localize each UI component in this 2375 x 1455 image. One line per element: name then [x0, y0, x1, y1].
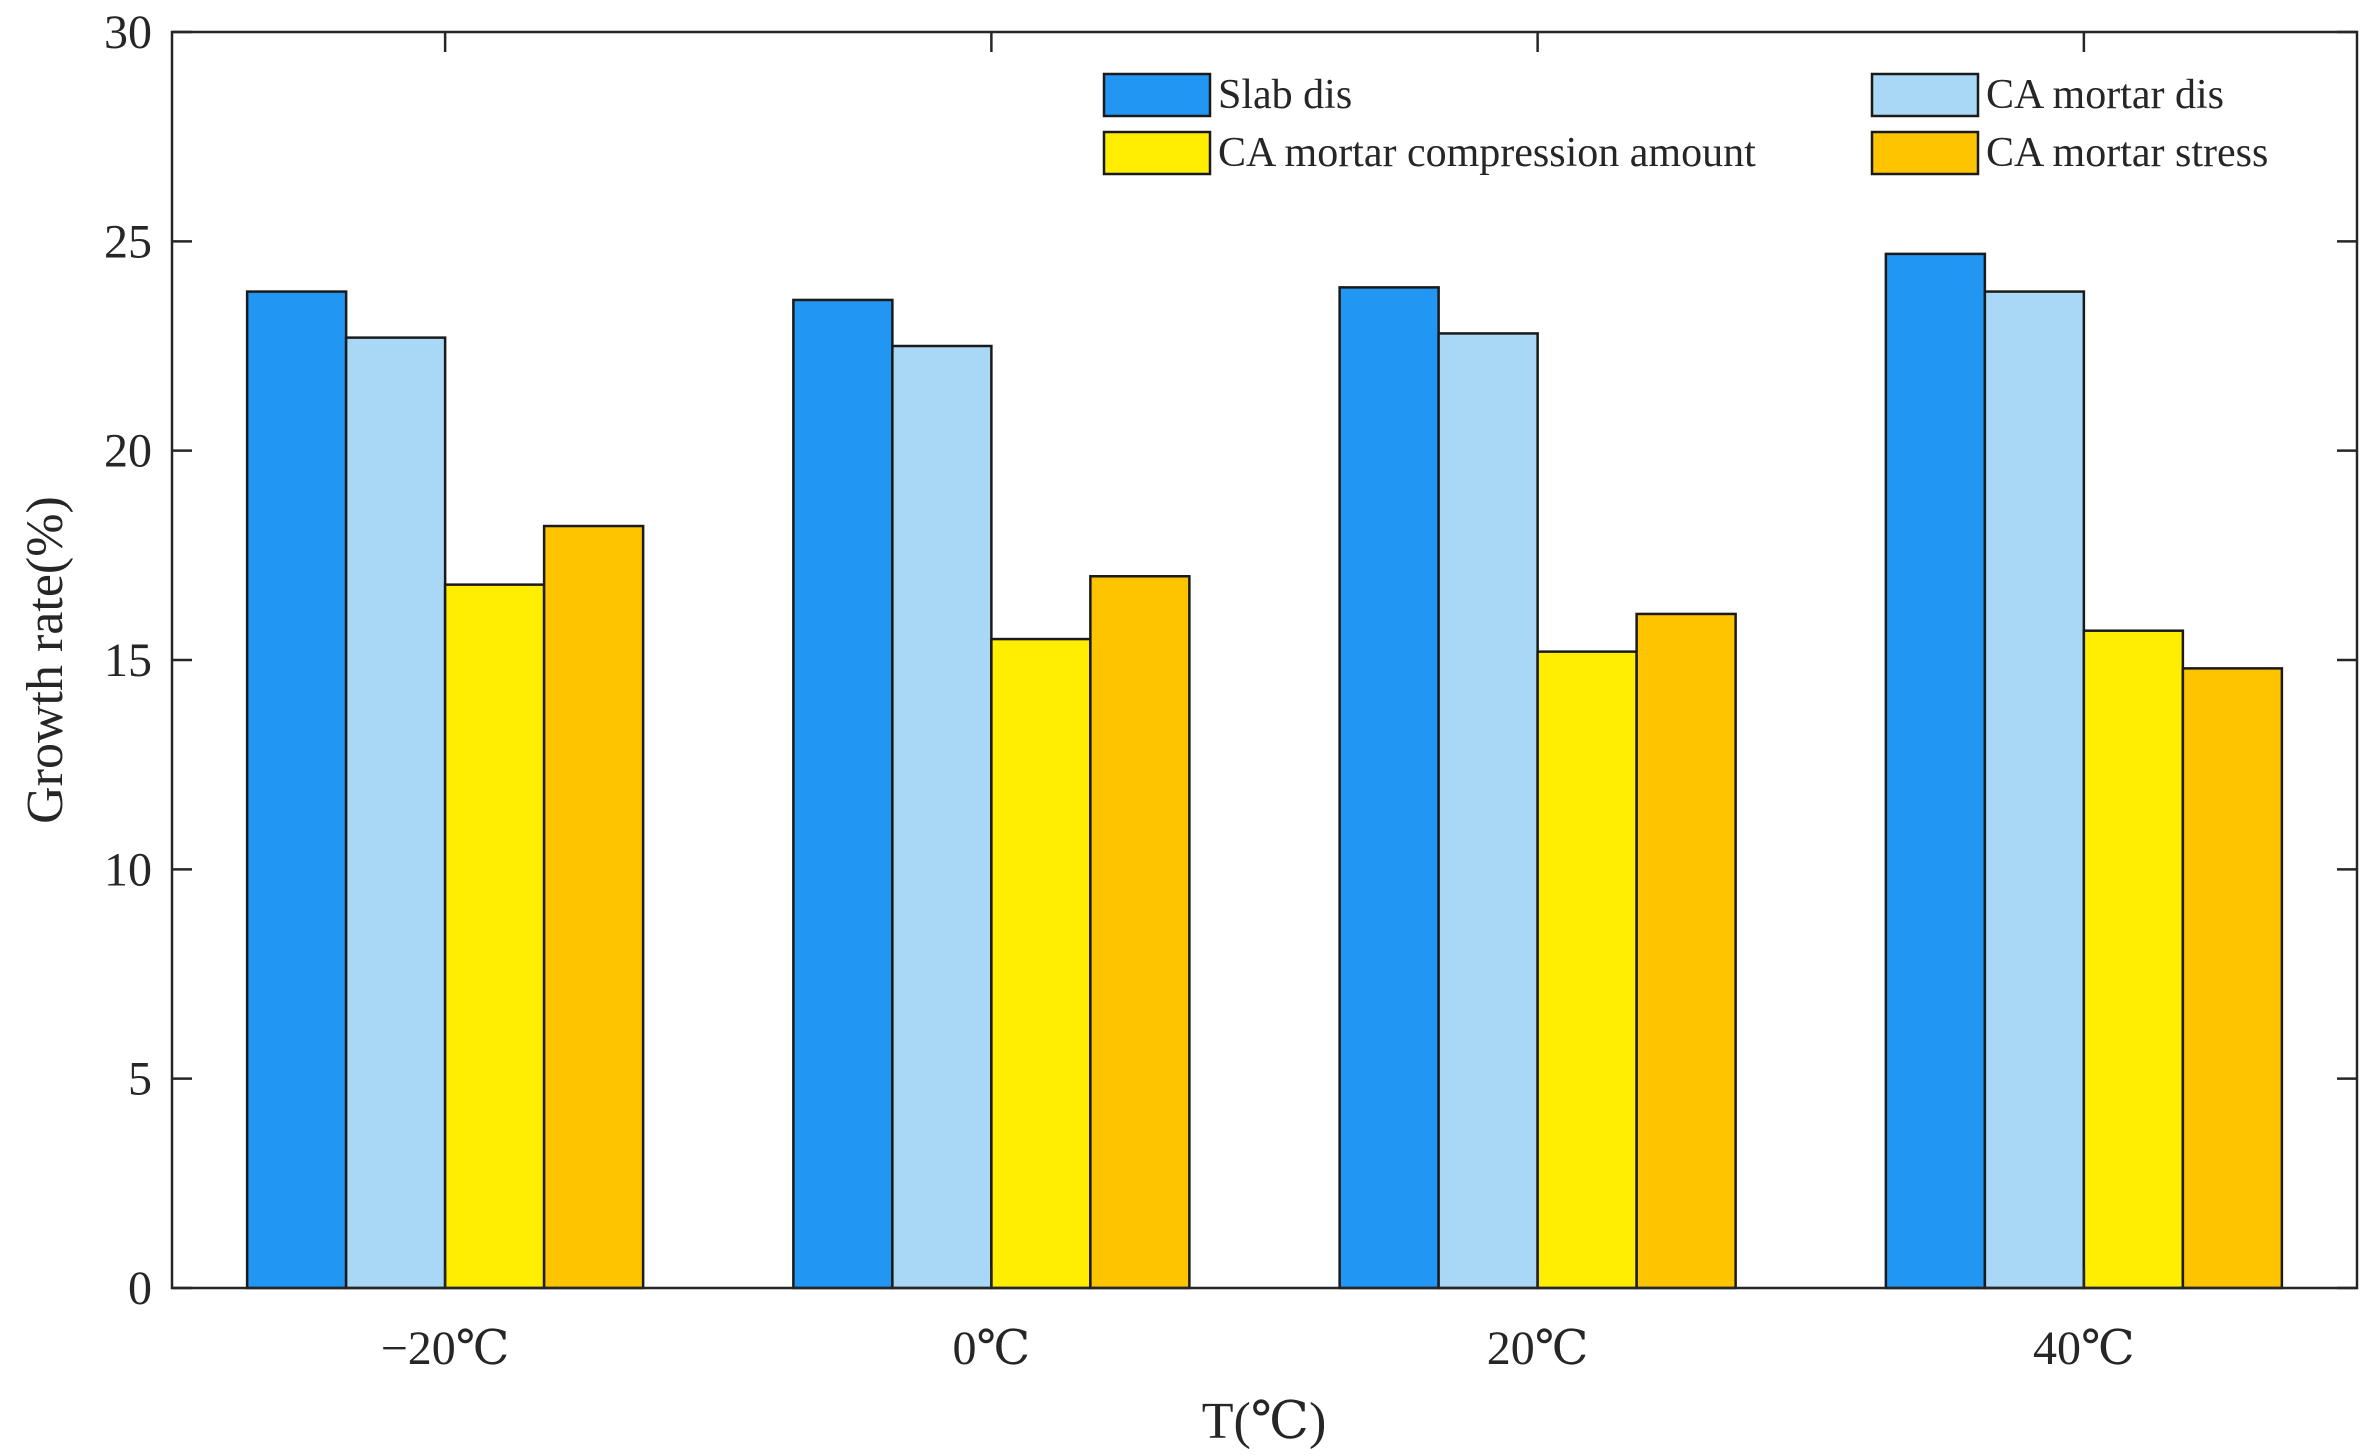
y-tick-label: 30	[104, 6, 152, 59]
bar-2-3	[1437, 332, 1539, 1290]
y-tick-label: 0	[128, 1262, 152, 1315]
y-tick-label: 20	[104, 425, 152, 478]
y-tick-label: 10	[104, 843, 152, 896]
bar-4-2	[1089, 575, 1191, 1290]
bar-3-1	[443, 583, 546, 1290]
bar-1-3	[1338, 286, 1440, 1290]
bar-1-1	[245, 290, 348, 1290]
legend-label-3: CA mortar compression amount	[1218, 130, 1756, 176]
x-axis-label: T(℃)	[1202, 1393, 1327, 1450]
legend: Slab dis CA mortar dis CA mortar compressi…	[1102, 72, 2268, 176]
y-tick-label: 5	[128, 1053, 152, 1106]
bar-2-4	[1983, 290, 2086, 1290]
legend-label-2: CA mortar dis	[1986, 72, 2224, 118]
y-tick-label: 15	[104, 634, 152, 687]
bar-4-1	[542, 524, 645, 1290]
x-tick-label: 40℃	[2033, 1322, 2135, 1375]
bar-1-2	[792, 298, 894, 1290]
x-tick-label: 20℃	[1487, 1322, 1589, 1375]
x-tick-label: −20℃	[381, 1322, 510, 1375]
bar-3-4	[2082, 629, 2185, 1290]
bar-2-2	[891, 344, 993, 1290]
legend-swatch-1	[1102, 72, 1212, 118]
bar-4-3	[1635, 612, 1737, 1290]
bar-2-1	[344, 336, 447, 1290]
bar-3-2	[990, 637, 1092, 1290]
x-tick-label: 0℃	[953, 1322, 1031, 1375]
legend-swatch-4	[1870, 130, 1980, 176]
bar-3-3	[1536, 650, 1638, 1290]
ticks-layer: 0 5 10 15 20 25 30 −20℃ 0℃ 20℃ 40℃	[104, 6, 2357, 1375]
legend-swatch-2	[1870, 72, 1980, 118]
legend-label-4: CA mortar stress	[1986, 130, 2268, 176]
legend-swatch-3	[1102, 130, 1212, 176]
bars-layer	[245, 252, 2284, 1290]
y-tick-label: 25	[104, 215, 152, 268]
legend-label-1: Slab dis	[1218, 72, 1352, 118]
bar-1-4	[1884, 252, 1987, 1290]
y-axis-label: Growth rate(%)	[17, 496, 74, 824]
bar-4-4	[2181, 667, 2284, 1290]
